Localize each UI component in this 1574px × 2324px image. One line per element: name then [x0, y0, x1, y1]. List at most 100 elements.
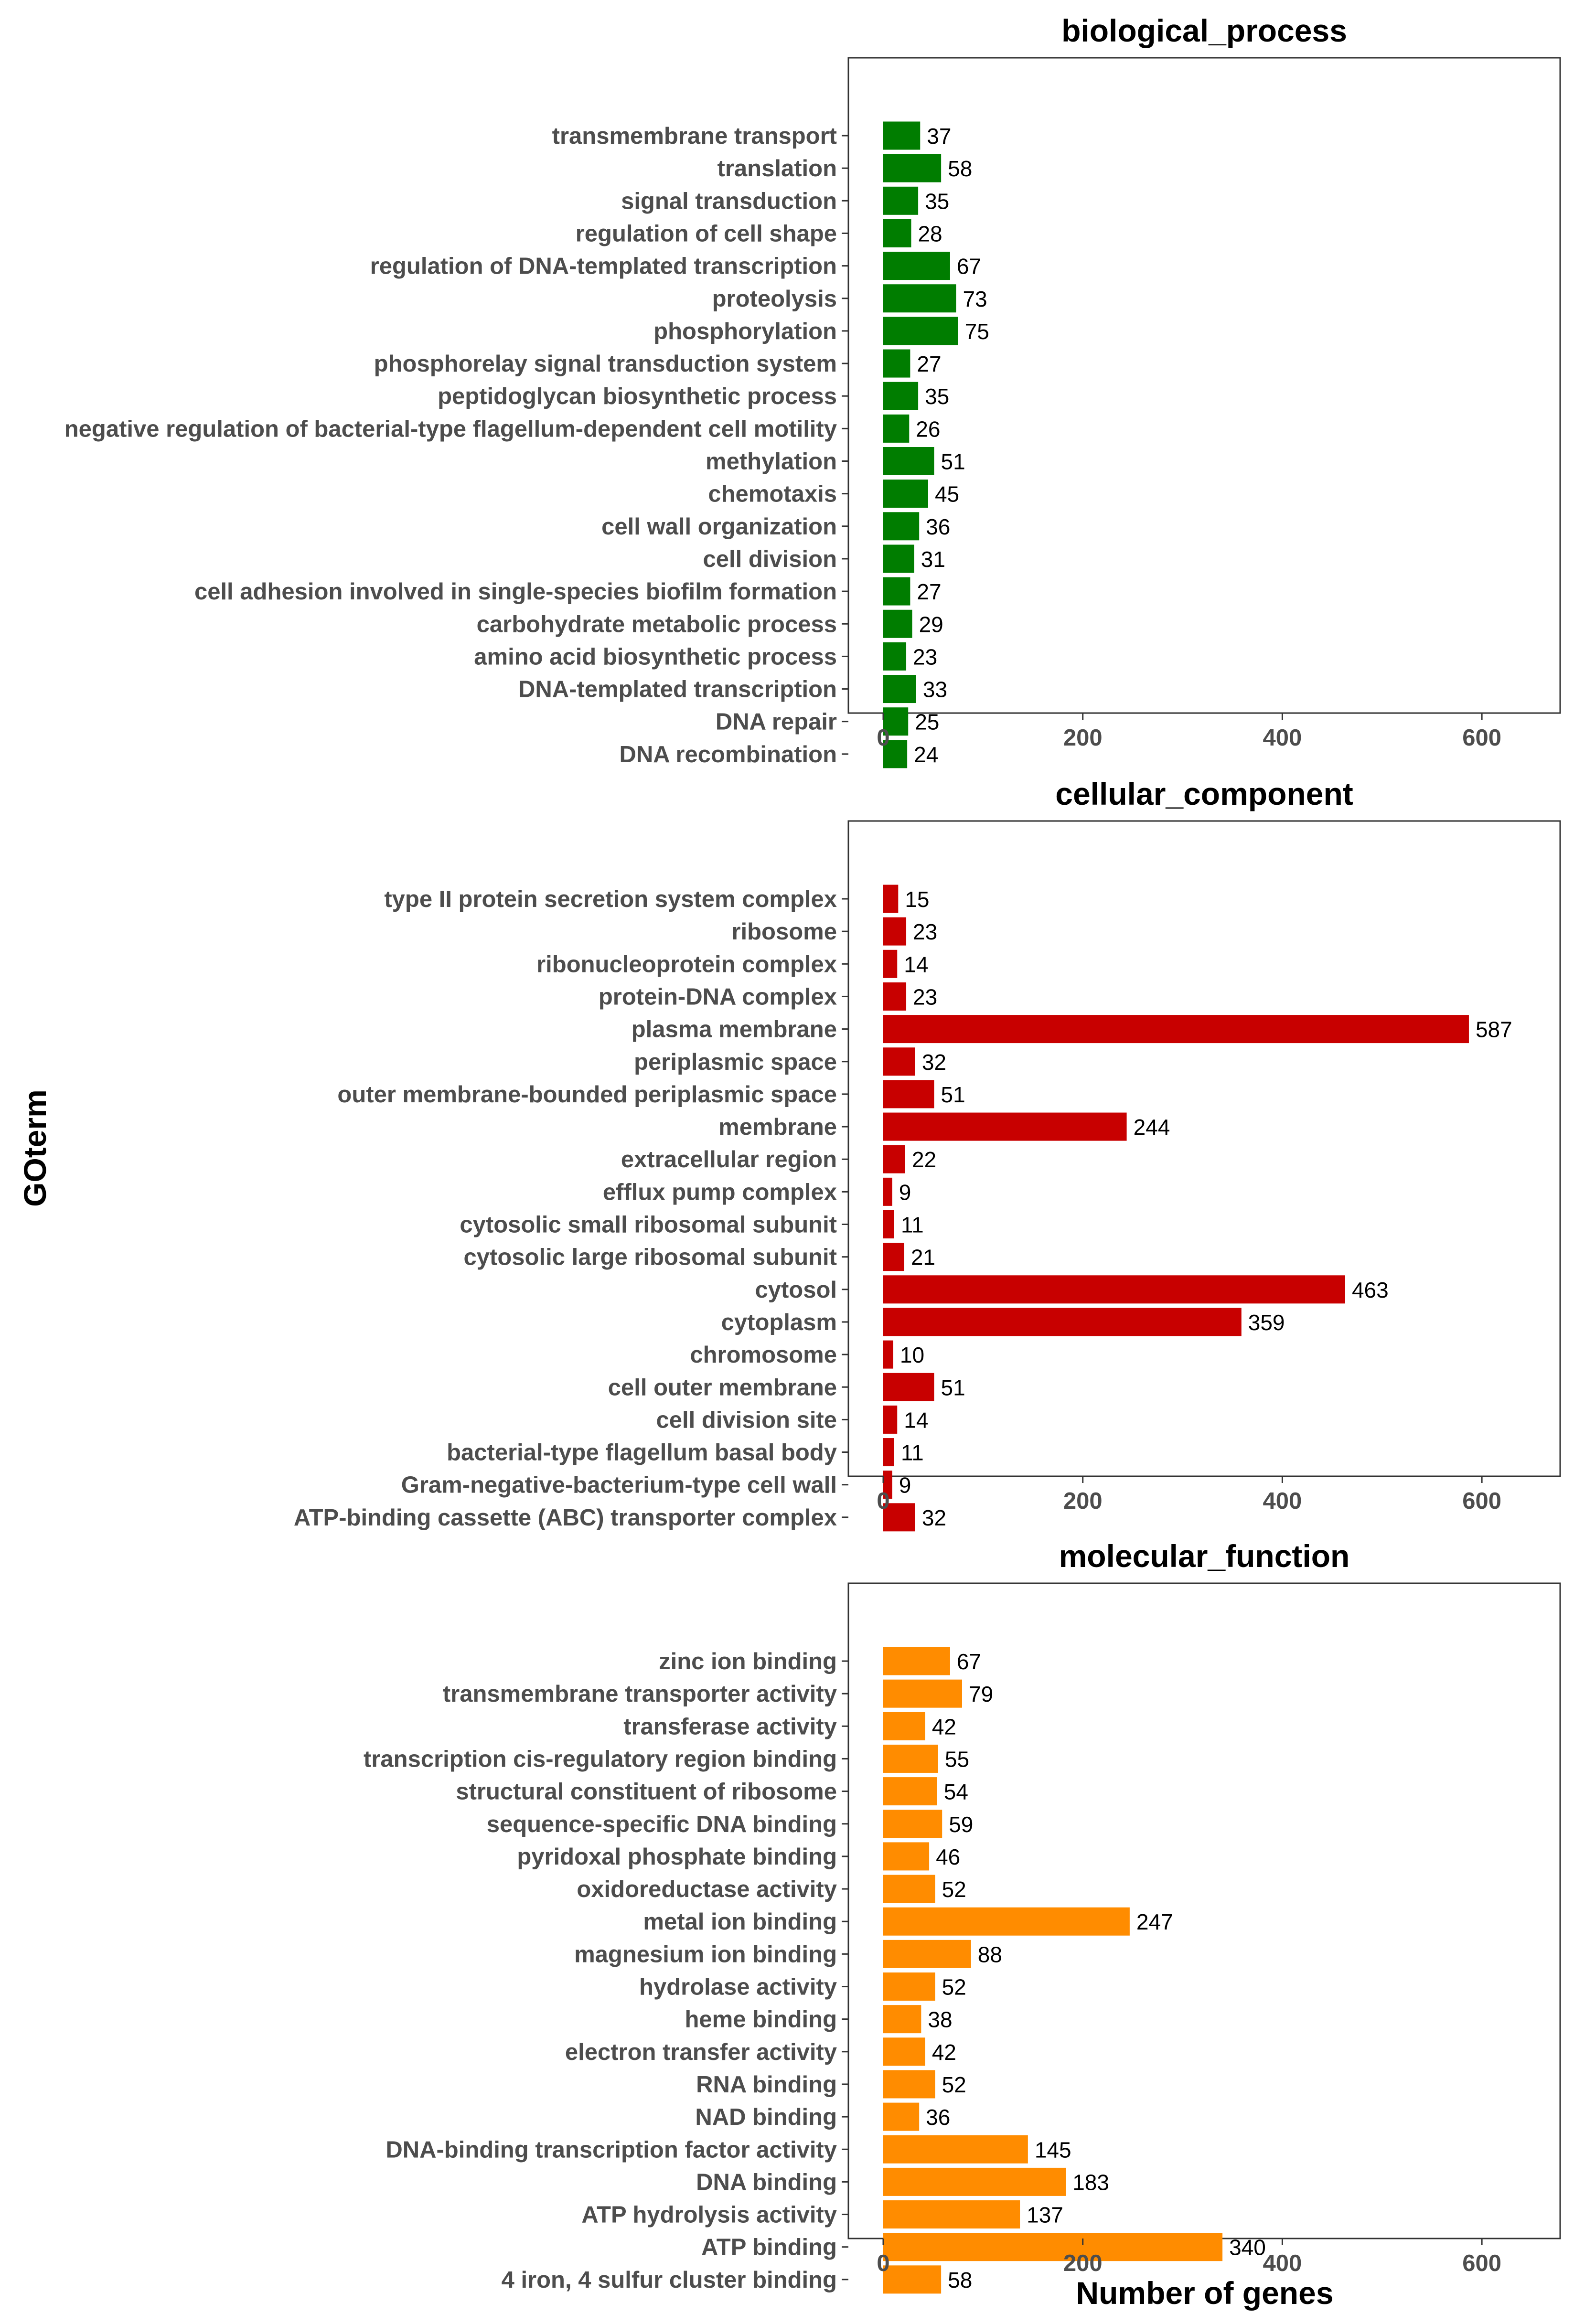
value-label: 22	[912, 1147, 936, 1172]
value-label: 9	[899, 1473, 911, 1498]
category-label: bacterial-type flagellum basal body	[447, 1440, 837, 1466]
category-label: cytoplasm	[721, 1310, 837, 1335]
value-label: 29	[919, 612, 943, 637]
bar	[883, 317, 958, 345]
bar	[883, 2102, 920, 2131]
value-label: 51	[941, 1082, 965, 1107]
value-label: 35	[925, 189, 949, 213]
y-axis-title: GOterm	[17, 1089, 53, 1207]
panel-title: molecular_function	[1059, 1538, 1350, 1574]
value-label: 42	[932, 1714, 956, 1739]
bar	[883, 1177, 892, 1206]
x-tick-label: 0	[877, 725, 889, 751]
value-label: 55	[945, 1747, 969, 1771]
value-label: 36	[926, 514, 950, 539]
category-label: phosphorylation	[653, 319, 837, 344]
category-label: structural constituent of ribosome	[456, 1779, 837, 1805]
category-label: chemotaxis	[708, 481, 837, 507]
bar	[883, 2167, 1066, 2196]
value-label: 75	[965, 319, 989, 344]
value-label: 25	[915, 710, 939, 735]
value-label: 14	[904, 952, 928, 977]
bar	[883, 447, 934, 475]
x-tick-label: 200	[1063, 725, 1103, 751]
category-label: signal transduction	[621, 188, 837, 214]
category-label: pyridoxal phosphate binding	[517, 1844, 837, 1870]
bar	[883, 1972, 935, 2001]
category-label: periplasmic space	[634, 1049, 837, 1075]
value-label: 28	[918, 221, 942, 246]
value-label: 340	[1229, 2235, 1266, 2260]
bar	[883, 2265, 942, 2294]
category-label: metal ion binding	[643, 1909, 837, 1935]
bar	[883, 1712, 925, 1740]
bar	[883, 1340, 893, 1369]
bar	[883, 1373, 934, 1401]
value-label: 35	[925, 384, 949, 409]
category-label: ribonucleoprotein complex	[536, 951, 837, 977]
category-label: cytosolic small ribosomal subunit	[460, 1212, 837, 1238]
bar	[883, 2135, 1028, 2164]
x-tick-label: 400	[1263, 725, 1302, 751]
value-label: 88	[978, 1942, 1002, 1967]
value-label: 51	[941, 449, 965, 474]
category-label: transcription cis-regulatory region bind…	[364, 1746, 837, 1772]
value-label: 27	[917, 352, 941, 376]
value-label: 52	[942, 1975, 966, 2000]
category-label: electron transfer activity	[565, 2039, 837, 2065]
bar	[883, 2005, 921, 2034]
plot-frame	[847, 820, 1561, 1477]
bar	[883, 1308, 1242, 1336]
value-label: 67	[957, 1649, 981, 1674]
bar	[883, 1112, 1127, 1141]
value-label: 10	[900, 1343, 924, 1367]
bar	[883, 1145, 905, 1173]
category-label: plasma membrane	[632, 1017, 837, 1043]
x-tick-label: 600	[1462, 2250, 1501, 2276]
bar	[883, 219, 911, 247]
category-label: hydrolase activity	[639, 1974, 837, 2000]
category-label: cytosolic large ribosomal subunit	[464, 1245, 837, 1270]
category-label: membrane	[718, 1114, 837, 1140]
category-label: translation	[717, 156, 837, 181]
x-tick-label: 400	[1263, 1488, 1302, 1514]
bar	[883, 1210, 894, 1238]
category-label: NAD binding	[695, 2104, 837, 2130]
value-label: 42	[932, 2040, 956, 2065]
category-label: ATP hydrolysis activity	[581, 2202, 837, 2228]
category-label: cell division site	[656, 1407, 837, 1433]
category-label: proteolysis	[712, 286, 837, 312]
category-label: regulation of DNA-templated transcriptio…	[370, 254, 837, 279]
category-label: efflux pump complex	[603, 1179, 837, 1205]
value-label: 32	[922, 1505, 946, 1530]
category-label: magnesium ion binding	[574, 1941, 837, 1967]
bar	[883, 1405, 898, 1434]
category-label: carbohydrate metabolic process	[477, 611, 837, 637]
bar	[883, 1744, 938, 1773]
panel-biological-process: biological_process transmembrane transpor…	[64, 13, 1561, 768]
bar	[883, 252, 950, 280]
bar	[883, 885, 899, 913]
value-label: 33	[923, 677, 947, 702]
value-label: 26	[916, 416, 940, 441]
bar	[883, 577, 910, 606]
bar	[883, 1842, 930, 1871]
value-label: 183	[1072, 2170, 1109, 2195]
value-label: 58	[948, 156, 972, 181]
category-label: ATP binding	[701, 2235, 837, 2260]
value-label: 23	[913, 919, 937, 944]
value-label: 45	[935, 482, 959, 507]
bar	[883, 917, 907, 946]
x-tick-label: 0	[877, 1488, 889, 1514]
category-label: cytosol	[755, 1277, 837, 1303]
value-label: 27	[917, 579, 941, 604]
value-label: 23	[913, 984, 937, 1009]
value-label: 58	[948, 2268, 972, 2292]
bar	[883, 2200, 1020, 2229]
category-label: DNA recombination	[619, 742, 837, 768]
category-label: heme binding	[685, 2007, 837, 2033]
bar	[883, 544, 914, 573]
category-label: DNA-binding transcription factor activit…	[385, 2137, 837, 2163]
